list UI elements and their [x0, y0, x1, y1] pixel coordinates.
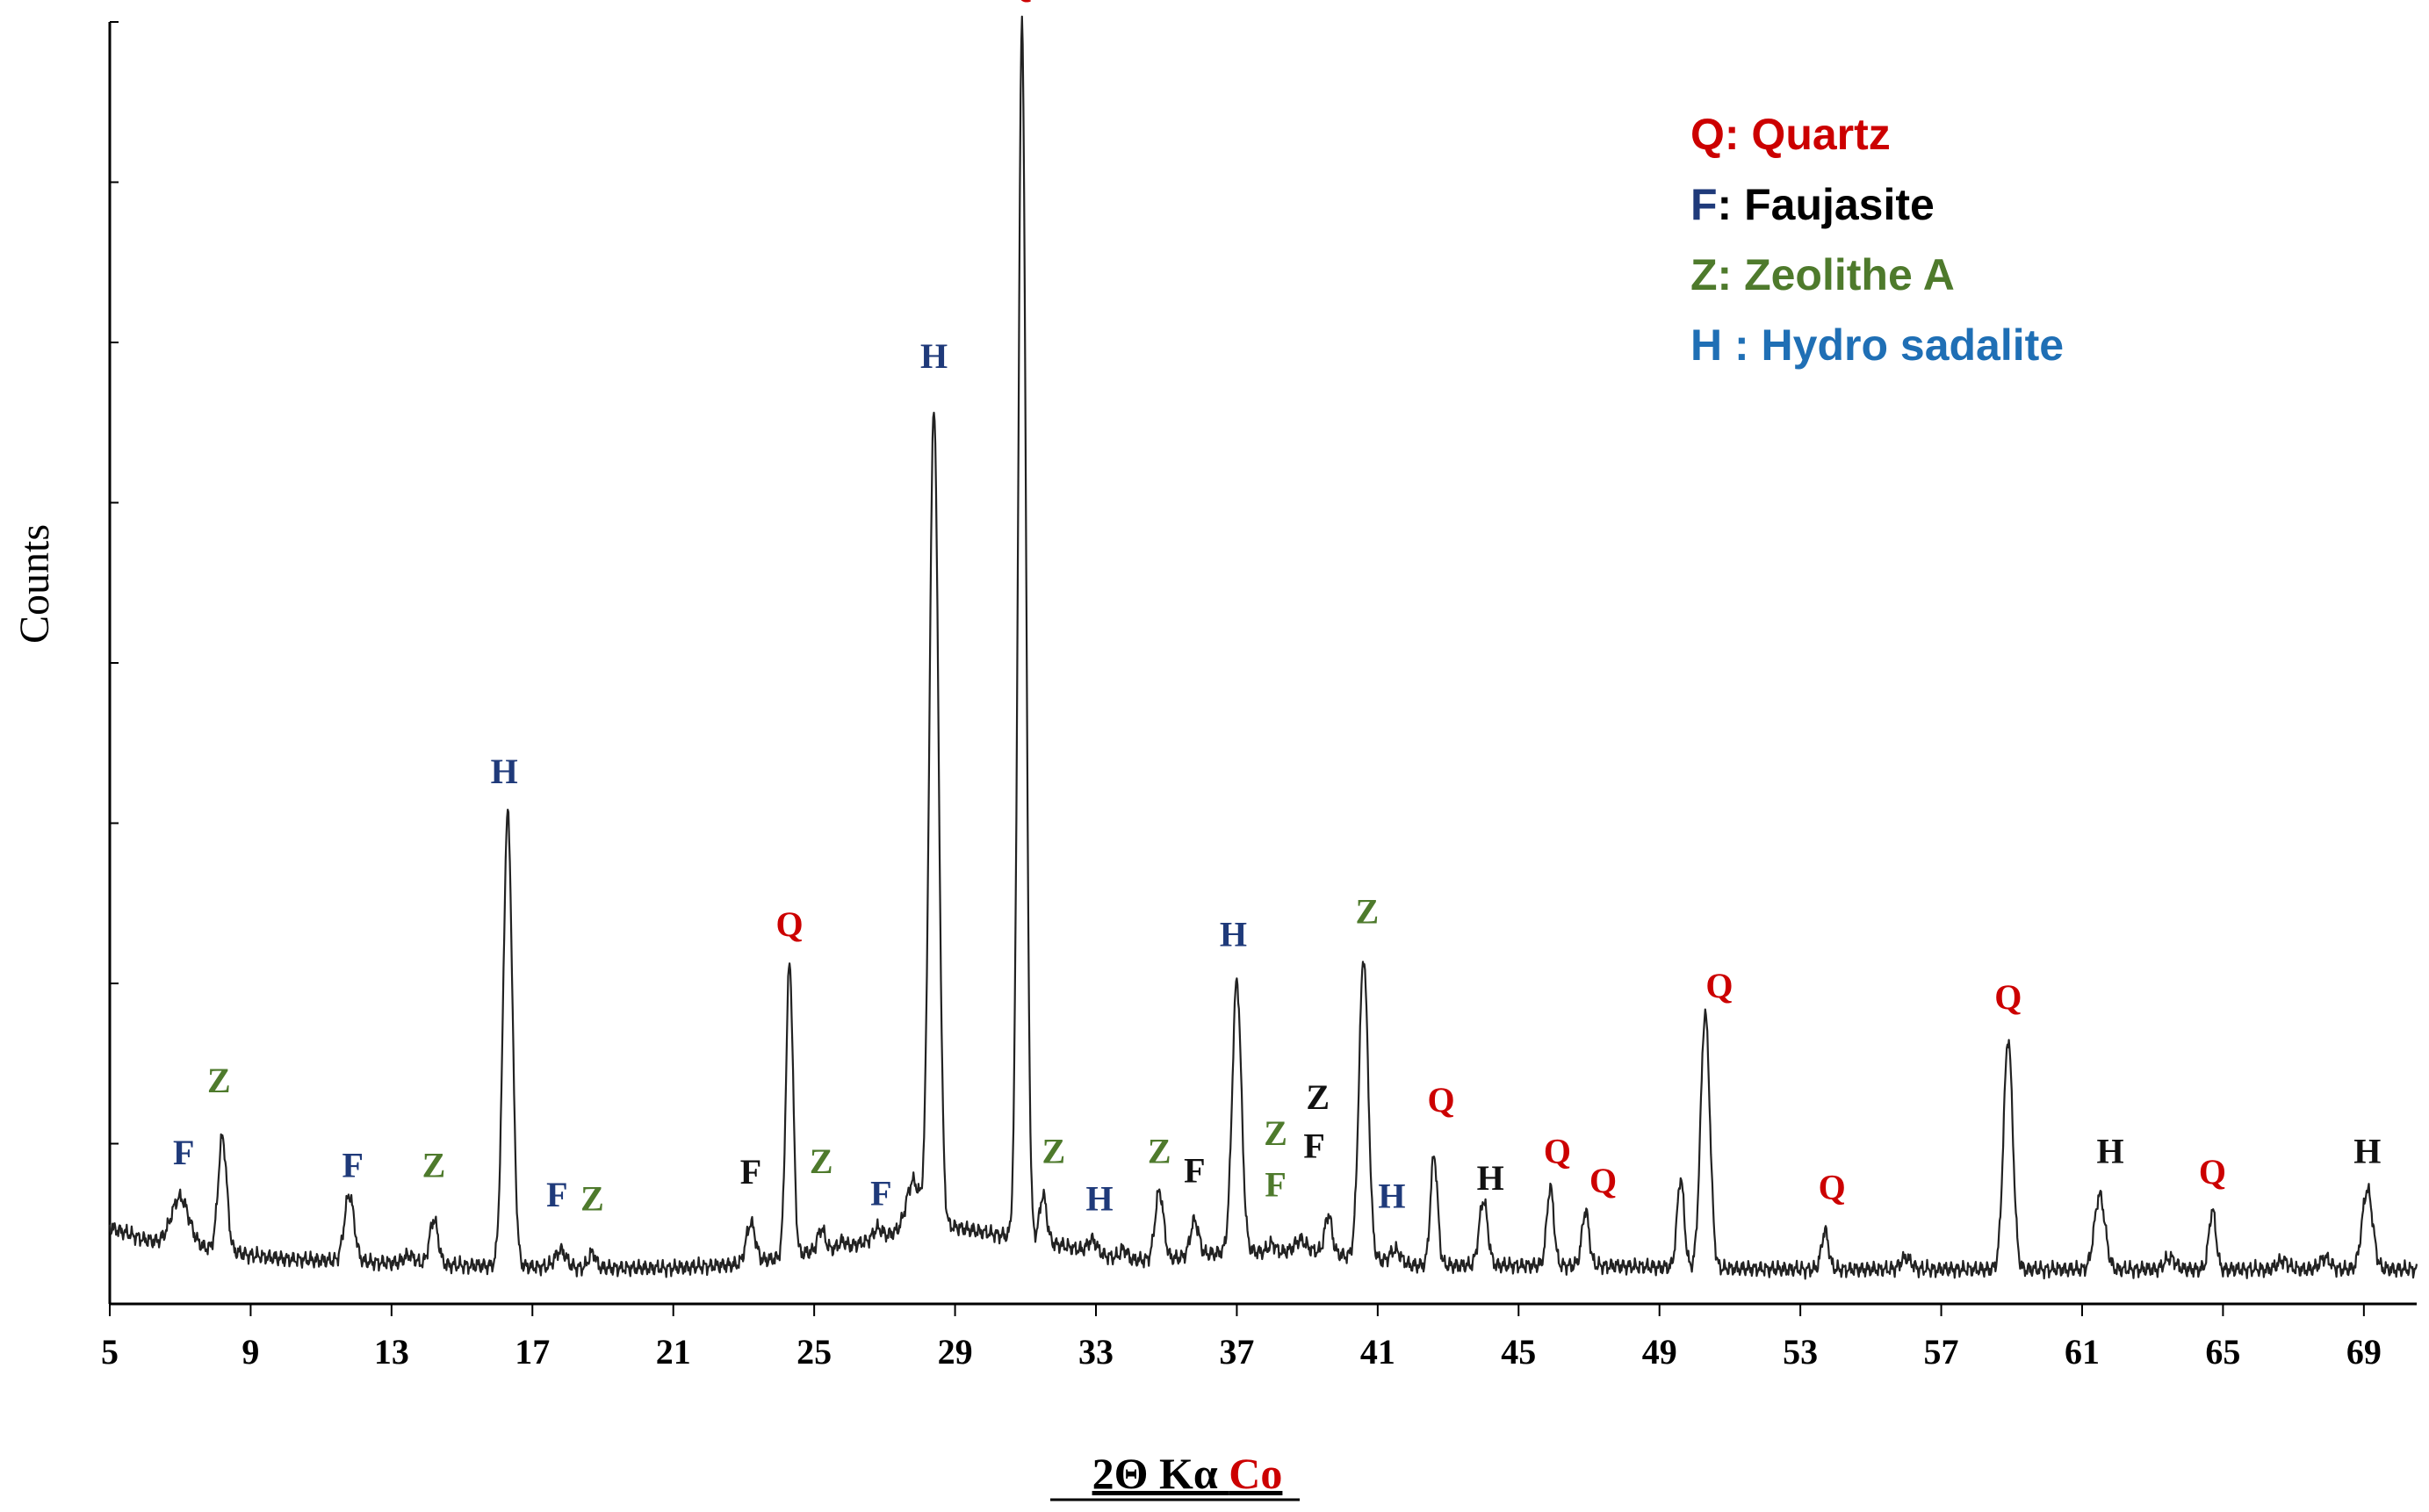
- x-tick-label: 53: [1783, 1332, 1818, 1372]
- x-axis-label-element: Co: [1229, 1449, 1282, 1498]
- legend: Q: Quartz F: Faujasite Z: Zeolithe A H : Hy…: [1690, 110, 2064, 370]
- x-tick-label: 41: [1360, 1332, 1395, 1372]
- y-axis-label: Counts: [11, 524, 58, 644]
- peak-label-z: Z: [580, 1178, 604, 1218]
- peak-label-f: F: [870, 1174, 891, 1213]
- x-tick-label: 17: [515, 1332, 550, 1372]
- peak-label-h: H: [1220, 915, 1247, 954]
- peak-label-f: F: [740, 1152, 761, 1192]
- legend-entry: H : Hydro sadalite: [1690, 320, 2064, 370]
- x-axis-label-main: 2Θ Kα: [1092, 1449, 1229, 1498]
- peak-label-h: H: [491, 752, 518, 791]
- x-tick-label: 21: [656, 1332, 691, 1372]
- x-tick-label: 45: [1501, 1332, 1536, 1372]
- x-tick-label: 13: [374, 1332, 409, 1372]
- peak-label-q: Q: [1544, 1131, 1571, 1170]
- peak-label-h: H: [1085, 1178, 1113, 1218]
- peak-label-q: Q: [1819, 1167, 1846, 1206]
- peak-label-f: F: [342, 1145, 364, 1184]
- x-tick-label: 57: [1924, 1332, 1959, 1372]
- peak-label-z: Z: [1355, 891, 1379, 931]
- legend-entry: F: Faujasite: [1690, 180, 1935, 229]
- peak-label-z: Z: [1264, 1113, 1287, 1153]
- x-tick-label: 37: [1219, 1332, 1254, 1372]
- legend-entry-key: F: [1690, 180, 1718, 229]
- x-tick-label: 61: [2065, 1332, 2100, 1372]
- peak-label-f: F: [173, 1133, 194, 1172]
- peak-label-h: H: [2097, 1131, 2124, 1170]
- peak-annotations: FZFZHFZFQZFHQZHZFHZFZFZHQHQQQQQHQH: [173, 0, 2381, 1218]
- x-tick-label: 9: [241, 1332, 259, 1372]
- peak-label-q: Q: [1427, 1080, 1454, 1120]
- peak-label-z: Z: [810, 1141, 833, 1181]
- peak-label-f: F: [546, 1175, 567, 1214]
- peak-label-z: Z: [207, 1061, 231, 1100]
- peak-label-q: Q: [2199, 1152, 2226, 1192]
- axes: 5 9 13 17 21 25 29 33 37 41 45 49 53 57 61 65 69 Counts 2Θ…: [11, 21, 2417, 1501]
- peak-label-q: Q: [1994, 977, 2022, 1017]
- peak-label-z: Z: [1306, 1077, 1330, 1117]
- peak-label-h: H: [2353, 1131, 2381, 1170]
- peak-label-z: Z: [1148, 1131, 1171, 1170]
- x-tick-label: 5: [101, 1332, 119, 1372]
- peak-label-q: Q: [776, 904, 804, 944]
- x-tick-label: 25: [796, 1332, 832, 1372]
- xrd-pattern-line: [108, 15, 2418, 1280]
- peak-label-f: F: [1184, 1150, 1205, 1190]
- peak-label-z: Z: [422, 1145, 446, 1184]
- peak-label-q: Q: [1705, 966, 1733, 1005]
- peak-label-h: H: [920, 336, 948, 376]
- legend-entry-label: : Faujasite: [1718, 180, 1935, 229]
- x-tick-label: 65: [2205, 1332, 2240, 1372]
- legend-entry: Z: Zeolithe A: [1690, 250, 1955, 299]
- peak-label-h: H: [1477, 1158, 1504, 1198]
- x-axis-label: 2Θ Kα Co: [1092, 1449, 1283, 1498]
- series-layer: [108, 15, 2418, 1280]
- peak-label-f: F: [1265, 1164, 1286, 1204]
- peak-label-f: F: [1303, 1127, 1324, 1166]
- x-tick-label: 49: [1642, 1332, 1677, 1372]
- peak-label-q: Q: [1589, 1161, 1617, 1200]
- x-tick-label: 69: [2346, 1332, 2382, 1372]
- peak-label-q: Q: [1005, 0, 1032, 4]
- x-tick-label: 33: [1078, 1332, 1114, 1372]
- legend-entry: Q: Quartz: [1690, 110, 1891, 159]
- x-tick-label: 29: [938, 1332, 973, 1372]
- peak-label-h: H: [1378, 1177, 1405, 1216]
- peak-label-z: Z: [1042, 1131, 1066, 1170]
